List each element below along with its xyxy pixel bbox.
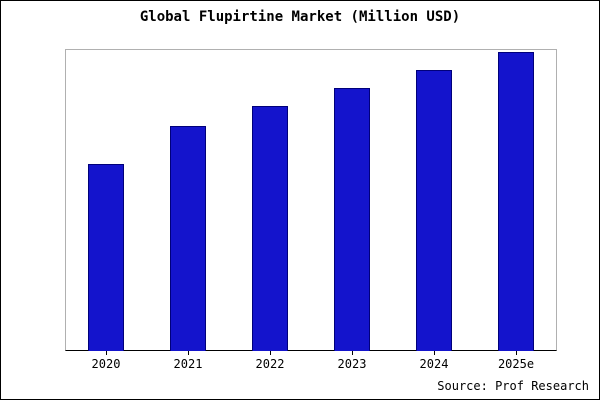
x-axis-tick <box>516 351 517 355</box>
x-axis-label-2023: 2023 <box>337 357 367 371</box>
x-axis-label-2025e: 2025e <box>497 357 535 371</box>
x-axis-tick <box>188 351 189 355</box>
bar-2020 <box>88 164 124 351</box>
chart-title: Global Flupirtine Market (Million USD) <box>139 9 461 25</box>
plot-area <box>65 49 557 351</box>
x-axis-tick <box>352 351 353 355</box>
x-axis-tick <box>270 351 271 355</box>
bar-2022 <box>252 106 288 351</box>
x-axis-tick <box>434 351 435 355</box>
bar-2025e <box>498 52 534 351</box>
x-axis-label-2022: 2022 <box>255 357 285 371</box>
x-axis-tick <box>106 351 107 355</box>
source-note: Source: Prof Research <box>437 379 589 393</box>
x-axis-label-2020: 2020 <box>91 357 121 371</box>
x-axis-label-2021: 2021 <box>173 357 203 371</box>
bar-2021 <box>170 126 206 351</box>
x-axis-label-2024: 2024 <box>419 357 449 371</box>
bar-2024 <box>416 70 452 351</box>
bar-2023 <box>334 88 370 351</box>
